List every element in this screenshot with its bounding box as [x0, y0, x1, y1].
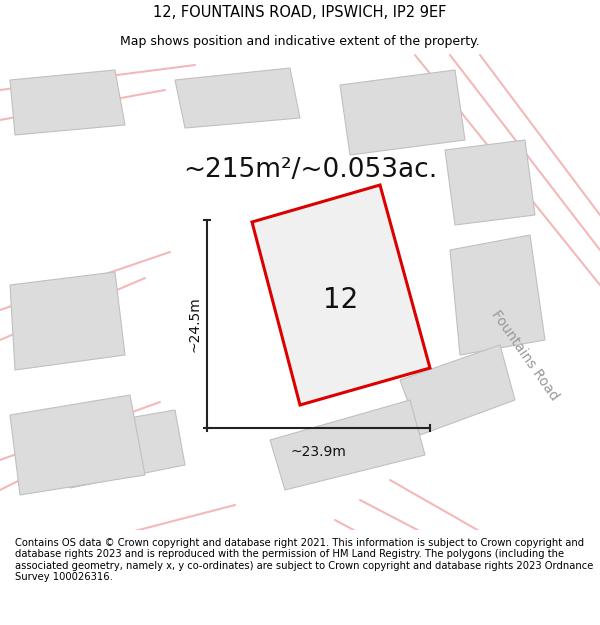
- Polygon shape: [10, 395, 145, 495]
- Polygon shape: [10, 272, 125, 370]
- Polygon shape: [340, 70, 465, 155]
- Polygon shape: [445, 140, 535, 225]
- Text: ~23.9m: ~23.9m: [290, 445, 346, 459]
- Polygon shape: [400, 345, 515, 435]
- Polygon shape: [10, 70, 125, 135]
- Polygon shape: [60, 410, 185, 488]
- Polygon shape: [270, 400, 425, 490]
- Polygon shape: [252, 185, 430, 405]
- Text: ~215m²/~0.053ac.: ~215m²/~0.053ac.: [183, 157, 437, 183]
- Text: ~24.5m: ~24.5m: [188, 296, 202, 352]
- Text: Contains OS data © Crown copyright and database right 2021. This information is : Contains OS data © Crown copyright and d…: [15, 538, 593, 582]
- Text: 12, FOUNTAINS ROAD, IPSWICH, IP2 9EF: 12, FOUNTAINS ROAD, IPSWICH, IP2 9EF: [154, 5, 446, 20]
- Text: 12: 12: [323, 286, 358, 314]
- Text: Map shows position and indicative extent of the property.: Map shows position and indicative extent…: [120, 34, 480, 48]
- Polygon shape: [450, 235, 545, 355]
- Polygon shape: [175, 68, 300, 128]
- Text: Fountains Road: Fountains Road: [488, 308, 562, 402]
